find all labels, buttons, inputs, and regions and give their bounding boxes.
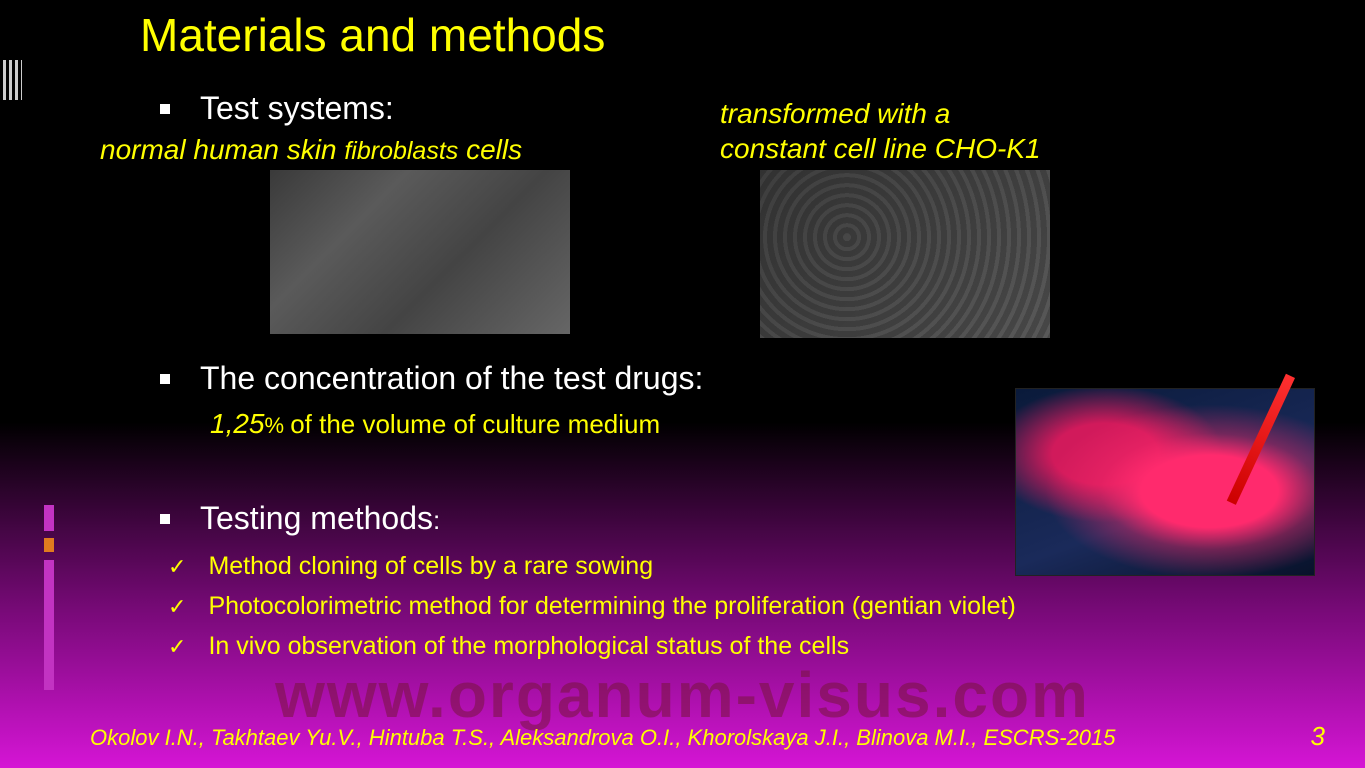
caption-part: fibroblasts — [344, 137, 458, 165]
list-item-text: Photocolorimetric method for determining… — [208, 592, 1015, 621]
list-item: ✓ In vivo observation of the morphologic… — [168, 632, 1016, 662]
slide: Materials and methods Test systems: norm… — [0, 0, 1365, 768]
accent-bar — [44, 560, 54, 690]
label-suffix: : — [433, 505, 440, 535]
list-item-text: In vivo observation of the morphological… — [208, 632, 849, 661]
check-icon: ✓ — [168, 552, 186, 582]
bullet-icon — [160, 374, 170, 384]
binding-decoration — [0, 60, 22, 100]
slide-title: Materials and methods — [140, 8, 605, 62]
bullet-icon — [160, 104, 170, 114]
accent-bar — [44, 538, 54, 552]
fibroblasts-caption: normal human skin fibroblasts cells — [100, 134, 522, 166]
footer: Okolov I.N., Takhtaev Yu.V., Hintuba T.S… — [90, 721, 1325, 752]
section-test-systems: Test systems: — [160, 90, 394, 127]
concentration-detail: 1,25% of the volume of culture medium — [210, 408, 660, 440]
label-text: Testing methods — [200, 500, 433, 536]
fibroblasts-image — [270, 170, 570, 334]
caption-line: constant cell line CHO-K1 — [720, 131, 1041, 166]
detail-part: of the volume of culture medium — [290, 409, 660, 439]
section-label: The concentration of the test drugs: — [200, 360, 703, 397]
bullet-icon — [160, 514, 170, 524]
section-concentration: The concentration of the test drugs: — [160, 360, 703, 397]
accent-bar — [44, 505, 54, 531]
check-icon: ✓ — [168, 592, 186, 622]
cho-k1-image — [760, 170, 1050, 338]
page-number: 3 — [1311, 721, 1325, 752]
list-item: ✓ Photocolorimetric method for determini… — [168, 592, 1016, 622]
detail-part: 1,25 — [210, 408, 265, 439]
footer-authors: Okolov I.N., Takhtaev Yu.V., Hintuba T.S… — [90, 725, 1116, 751]
cho-caption: transformed with a constant cell line CH… — [720, 96, 1041, 166]
check-icon: ✓ — [168, 632, 186, 662]
testing-methods-list: ✓ Method cloning of cells by a rare sowi… — [168, 552, 1016, 672]
caption-line: transformed with a — [720, 96, 1041, 131]
caption-part: cells — [458, 134, 522, 165]
section-testing-methods: Testing methods: — [160, 500, 440, 537]
caption-part: normal human skin — [100, 134, 344, 165]
section-label: Test systems: — [200, 90, 394, 127]
detail-part: % — [265, 413, 291, 438]
list-item: ✓ Method cloning of cells by a rare sowi… — [168, 552, 1016, 582]
list-item-text: Method cloning of cells by a rare sowing — [208, 552, 653, 581]
section-label: Testing methods: — [200, 500, 440, 537]
